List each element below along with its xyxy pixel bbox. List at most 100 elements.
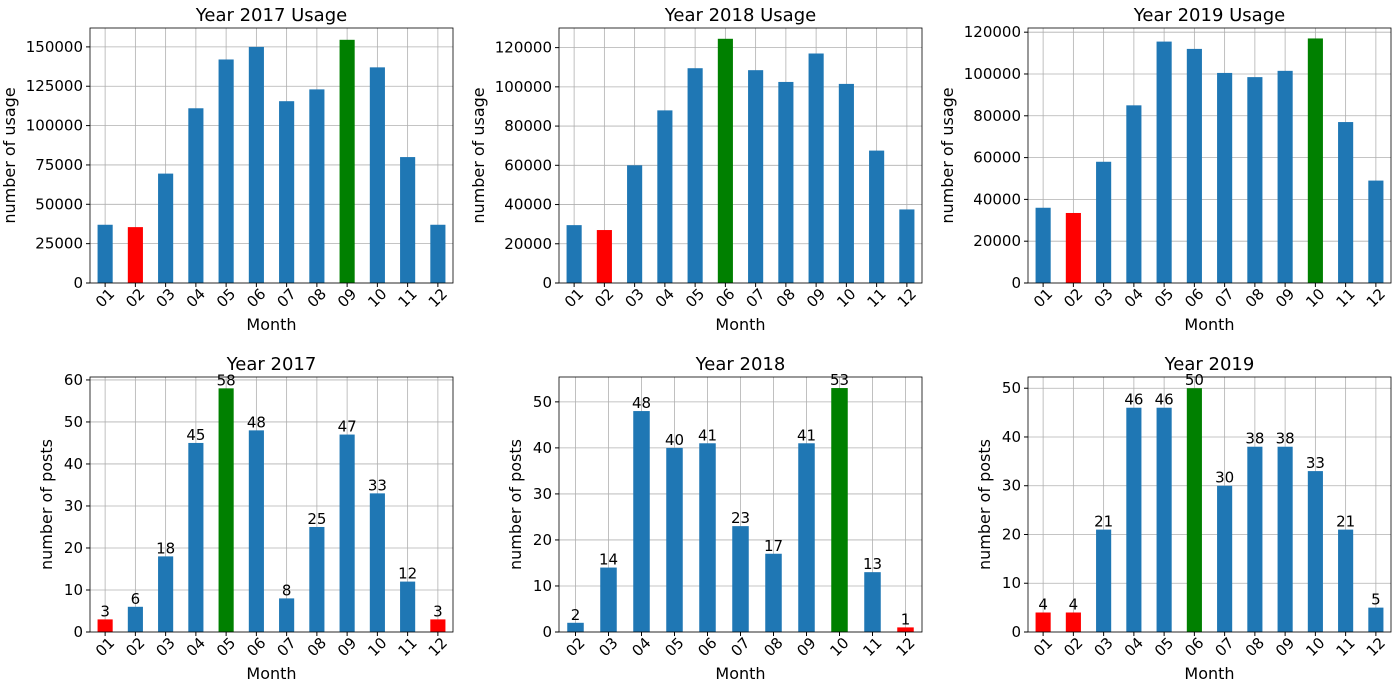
y-tick-label: 50 [64,413,83,431]
chart-title: Year 2019 [1164,354,1255,375]
x-tick-label: 07 [743,285,769,311]
x-tick-label: 07 [274,634,300,660]
data-label: 30 [1215,469,1234,487]
x-tick-label: 04 [1121,634,1147,660]
plot-frame [89,27,454,284]
data-label: 25 [307,510,326,528]
data-label: 21 [1094,513,1113,531]
x-tick-label: 11 [864,285,890,311]
data-label: 58 [217,371,236,389]
x-tick-label: 09 [803,285,829,311]
x-tick-label: 11 [395,285,421,311]
bar [279,101,295,283]
data-label: 18 [156,539,175,557]
bar [218,59,234,284]
data-label: 1 [901,610,911,628]
data-label: 46 [1155,391,1174,409]
data-label: 38 [1245,430,1264,448]
y-tick-label: 10 [533,577,552,595]
x-tick-label: 06 [1181,285,1207,311]
x-axis-label: Month [715,664,765,683]
x-tick-label: 02 [562,634,588,660]
bar [699,443,716,632]
bar [596,230,612,283]
bar [1277,446,1293,632]
x-tick-label: 04 [1121,285,1147,311]
x-tick-label: 03 [595,634,621,660]
bar [248,46,264,284]
bar [567,622,584,632]
bar [687,68,703,283]
x-tick-label: 07 [1212,634,1238,660]
bar [627,165,643,283]
y-tick-label: 0 [542,274,552,292]
data-label: 53 [830,371,849,389]
bar [97,619,113,632]
x-tick-label: 07 [727,634,753,660]
bar [1186,388,1202,632]
bar [1307,38,1323,283]
bar [339,39,355,283]
bar [1338,122,1354,284]
x-tick-label: 09 [334,634,360,660]
bar [309,89,325,283]
x-tick-label: 04 [628,634,654,660]
data-label: 4 [1038,595,1048,613]
bar [1156,41,1172,284]
data-label: 14 [599,551,618,569]
y-tick-label: 40 [64,455,83,473]
bar [765,553,782,632]
y-tick-label: 120000 [495,39,552,57]
bar [1217,485,1233,632]
bar [248,430,264,632]
x-tick-label: 02 [1060,634,1086,660]
bar [188,442,204,632]
bar [158,173,174,283]
data-label: 6 [131,590,141,608]
y-tick-label: 100000 [26,117,83,135]
x-tick-label: 12 [425,634,451,660]
x-tick-label: 12 [1363,634,1389,660]
y-tick-label: 120000 [964,23,1021,41]
data-label: 3 [100,602,110,620]
y-tick-label: 50 [533,393,552,411]
y-tick-label: 60000 [973,149,1021,167]
y-axis-label: number of usage [938,87,957,223]
y-tick-label: 50 [1002,379,1021,397]
data-label: 13 [863,555,882,573]
data-label: 21 [1336,513,1355,531]
data-label: 48 [247,413,266,431]
bar [748,70,764,283]
y-tick-label: 60 [64,371,83,389]
bar [97,224,113,283]
plot-frame [1027,27,1392,284]
y-tick-label: 40 [1002,428,1021,446]
bar [897,627,914,632]
y-tick-label: 20 [533,531,552,549]
bar [1217,72,1233,283]
bar [657,110,673,283]
bar [127,227,143,283]
x-tick-label: 01 [1030,285,1056,311]
x-tick-label: 08 [1242,634,1268,660]
x-tick-label: 12 [1363,285,1389,311]
x-tick-label: 06 [243,634,269,660]
x-tick-label: 12 [892,634,918,660]
x-tick-label: 02 [122,634,148,660]
x-tick-label: 10 [1302,634,1328,660]
x-tick-label: 11 [1333,285,1359,311]
bar [1368,607,1384,632]
data-label: 17 [764,537,783,555]
data-label: 50 [1185,371,1204,389]
x-tick-label: 03 [1091,285,1117,311]
bar [430,619,446,632]
data-label: 41 [698,426,717,444]
bar [1247,77,1263,283]
y-tick-label: 75000 [35,156,83,174]
data-label: 33 [368,476,387,494]
x-tick-label: 03 [1091,634,1117,660]
bar [1096,161,1112,283]
y-tick-label: 0 [542,623,552,641]
bar [369,493,385,632]
